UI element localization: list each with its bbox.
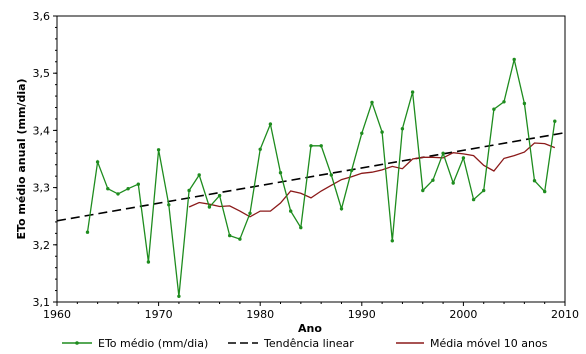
x-tick-label: 1980 [246,308,274,321]
series-line-2 [188,142,556,218]
data-point [289,209,293,213]
data-point [400,127,405,131]
y-tick-label: 3,5 [33,67,51,80]
data-point [177,294,181,298]
data-point [197,173,201,177]
x-axis-title: Ano [298,322,322,335]
data-point [441,151,445,155]
data-point [95,160,100,164]
data-point [207,205,212,209]
data-point [522,101,527,106]
series-layer [56,57,566,298]
data-point [299,225,303,230]
data-point [187,188,191,193]
data-point [492,107,496,111]
data-point [268,122,273,126]
y-tick-label: 3,1 [33,296,51,309]
legend-marker [75,341,79,345]
legend: ETo médio (mm/dia) Tendência linear Média … [62,337,548,350]
data-point [390,239,394,243]
data-point [553,119,557,123]
data-point [512,57,516,62]
axes: 1960 1970 1980 1990 2000 2010 3,1 3,2 3,3 3,4 3,5 3… [33,10,580,321]
data-point [380,130,384,134]
data-point [421,188,425,193]
data-point [146,260,151,264]
data-point [482,188,486,193]
data-point [167,203,171,207]
data-point [370,100,374,105]
data-point [329,173,333,177]
data-point [431,178,435,182]
data-point [360,131,364,135]
legend-label-2: Média móvel 10 anos [430,337,548,350]
data-point [532,179,537,183]
data-point [116,192,120,196]
x-tick-label: 1990 [348,308,376,321]
data-point [451,181,455,185]
data-point [238,237,242,241]
data-point [309,144,313,148]
y-tick-label: 3,2 [33,239,51,252]
data-point [410,90,415,94]
y-tick-label: 3,4 [33,124,51,137]
data-point [106,187,110,191]
series-line-0 [86,59,556,297]
y-tick-label: 3,6 [33,10,51,23]
data-point [461,156,466,160]
data-point [258,147,262,151]
data-point [339,207,344,211]
x-tick-label: 2010 [551,308,579,321]
legend-label-0: ETo médio (mm/dia) [98,337,208,350]
data-point [543,189,547,194]
data-point [319,144,323,148]
data-point [228,233,232,238]
data-point [156,148,161,152]
data-point [471,197,476,202]
data-point [217,193,222,198]
plot-frame [56,15,566,303]
x-tick-label: 2000 [449,308,477,321]
data-point [349,168,354,173]
y-tick-label: 3,3 [33,182,51,195]
x-tick-label: 1970 [145,308,173,321]
y-axis-title: ETo médio anual (mm/dia) [15,78,28,239]
data-point [248,211,252,215]
data-point [136,182,140,186]
x-tick-label: 1960 [43,308,71,321]
data-point [502,100,506,104]
data-point [126,187,130,191]
data-point [85,230,90,234]
data-point [278,171,283,175]
legend-label-1: Tendência linear [263,337,354,350]
